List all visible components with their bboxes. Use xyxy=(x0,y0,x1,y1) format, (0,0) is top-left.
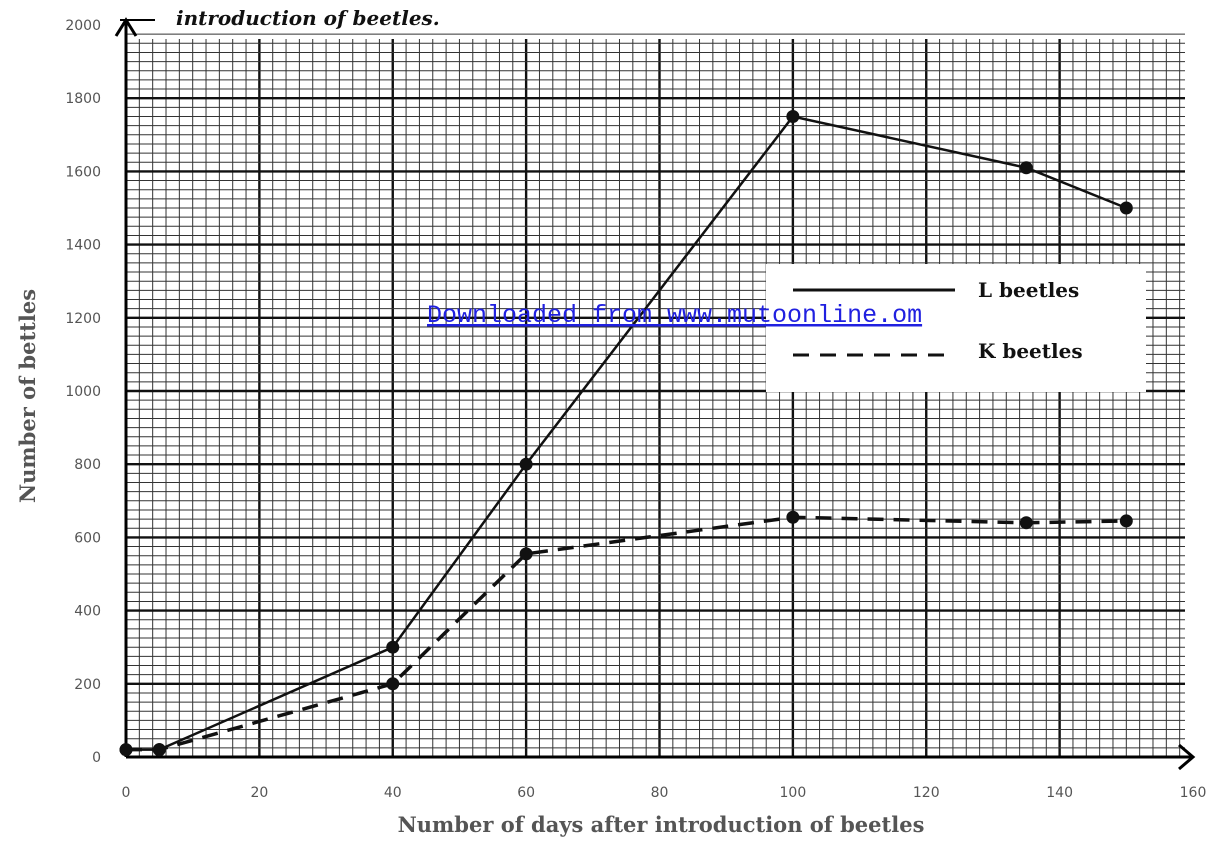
data-point-k-beetles xyxy=(119,743,133,757)
axes xyxy=(114,17,1196,771)
data-point-l-beetles xyxy=(1119,201,1133,215)
y-tick-label: 0 xyxy=(92,750,101,766)
x-tick-label: 120 xyxy=(913,785,940,801)
legend-label-l-beetles: L beetles xyxy=(978,278,1079,302)
legend: L beetles K beetles xyxy=(766,264,1146,392)
y-tick-label: 1800 xyxy=(65,91,101,107)
y-tick-label: 600 xyxy=(74,530,101,546)
y-tick-label: 200 xyxy=(74,677,101,693)
x-tick-labels: 0 20 40 60 80 100 120 140 160 xyxy=(122,785,1207,801)
legend-box xyxy=(766,264,1146,392)
data-series xyxy=(119,110,1133,757)
y-tick-label: 1600 xyxy=(65,164,101,180)
data-point-k-beetles xyxy=(386,677,400,691)
y-tick-label: 2000 xyxy=(65,18,101,34)
data-point-l-beetles xyxy=(786,110,800,123)
grid xyxy=(124,33,1185,757)
series-line-l-beetles xyxy=(126,115,1127,751)
x-tick-label: 0 xyxy=(122,785,131,801)
y-tick-labels: 0 200 400 600 800 1000 1200 1400 1600 1800 2000 xyxy=(65,18,101,766)
y-tick-label: 800 xyxy=(74,457,101,473)
data-point-k-beetles xyxy=(1019,516,1033,530)
chart-title: introduction of beetles. xyxy=(176,6,440,30)
x-tick-label: 80 xyxy=(651,785,669,801)
data-point-l-beetles xyxy=(1019,161,1033,175)
y-tick-label: 1200 xyxy=(65,311,101,327)
data-point-k-beetles xyxy=(786,510,800,524)
y-tick-label: 400 xyxy=(74,604,101,620)
data-point-k-beetles xyxy=(1119,514,1133,528)
x-tick-label: 40 xyxy=(384,785,402,801)
series-line-k-beetles xyxy=(126,515,1127,752)
data-point-k-beetles xyxy=(519,547,533,561)
watermark-link[interactable]: Downloaded from www.mutoonline.om xyxy=(427,301,922,330)
y-tick-label: 1000 xyxy=(65,384,101,400)
x-axis-label: Number of days after introduction of bee… xyxy=(398,812,925,837)
legend-label-k-beetles: K beetles xyxy=(978,339,1083,363)
x-tick-label: 140 xyxy=(1046,785,1073,801)
x-tick-label: 20 xyxy=(250,785,268,801)
data-point-k-beetles xyxy=(152,743,166,757)
y-tick-label: 1400 xyxy=(65,238,101,254)
data-point-l-beetles xyxy=(386,640,400,654)
data-point-l-beetles xyxy=(519,457,533,471)
x-tick-label: 100 xyxy=(780,785,807,801)
x-tick-label: 60 xyxy=(517,785,535,801)
x-tick-label: 160 xyxy=(1180,785,1207,801)
x-axis-arrow xyxy=(1178,743,1196,771)
y-axis-label: Number of bettles xyxy=(15,289,40,503)
